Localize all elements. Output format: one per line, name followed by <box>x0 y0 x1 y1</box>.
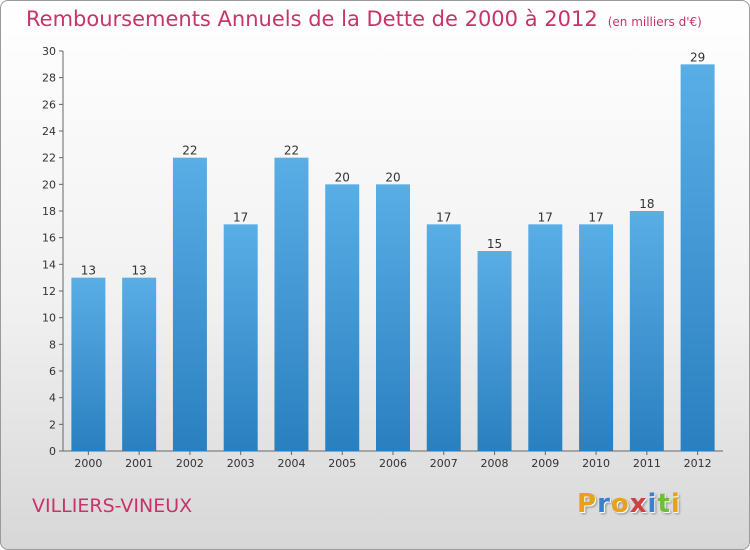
logo-letter: i <box>647 489 658 519</box>
logo-letter: t <box>657 489 671 519</box>
title-text: Remboursements Annuels de la Dette de 20… <box>26 7 598 31</box>
x-tick-label: 2005 <box>328 457 356 470</box>
bar <box>528 224 563 451</box>
data-label: 29 <box>690 50 705 64</box>
data-label: 17 <box>538 210 553 224</box>
bar <box>172 157 207 451</box>
y-tick-label: 4 <box>49 392 56 405</box>
x-tick-label: 2007 <box>430 457 458 470</box>
logo-letter: x <box>629 489 648 519</box>
bar <box>223 224 258 451</box>
y-tick-label: 28 <box>42 72 56 85</box>
y-tick-label: 26 <box>42 98 56 111</box>
data-label: 22 <box>182 144 197 158</box>
y-tick-label: 12 <box>42 285 56 298</box>
x-tick-label: 2011 <box>633 457 661 470</box>
y-tick-label: 30 <box>42 45 56 58</box>
data-label: 15 <box>487 237 502 251</box>
bar <box>71 277 106 451</box>
chart-subtitle: (en milliers d'€) <box>607 15 702 29</box>
bar <box>376 184 410 452</box>
bar <box>325 184 360 452</box>
x-tick-label: 2003 <box>227 457 255 470</box>
data-labels: 13 13 22 17 22 20 20 17 15 17 17 18 29 <box>81 50 706 277</box>
y-tick-label: 18 <box>42 205 56 218</box>
bars <box>71 64 715 452</box>
y-tick-label: 8 <box>49 338 56 351</box>
logo-letter: o <box>610 489 630 519</box>
y-tick-label: 10 <box>42 312 56 325</box>
y-tick-label: 22 <box>42 152 56 165</box>
x-tick-label: 2002 <box>176 457 204 470</box>
data-label: 17 <box>588 210 603 224</box>
data-label: 17 <box>436 210 451 224</box>
data-label: 13 <box>132 264 147 278</box>
data-label: 20 <box>335 170 350 184</box>
logo-letter: r <box>597 489 611 519</box>
x-tick-label: 2001 <box>125 457 153 470</box>
city-name: VILLIERS-VINEUX <box>32 495 193 517</box>
data-label: 13 <box>81 264 96 278</box>
x-tick-label: 2000 <box>74 457 102 470</box>
y-tick-label: 16 <box>42 232 56 245</box>
y-tick-label: 6 <box>49 365 56 378</box>
bar <box>426 224 461 451</box>
chart-title: Remboursements Annuels de la Dette de 20… <box>26 7 702 31</box>
bar <box>579 224 614 451</box>
x-tick-label: 2009 <box>531 457 559 470</box>
bar <box>629 211 664 451</box>
x-tick-label: 2004 <box>277 457 305 470</box>
x-tick-label: 2012 <box>684 457 712 470</box>
y-tick-label: 2 <box>49 418 56 431</box>
x-tick-label: 2010 <box>582 457 610 470</box>
y-tick-label: 20 <box>42 178 56 191</box>
logo-letter: i <box>670 489 681 519</box>
x-tick-label: 2006 <box>379 457 407 470</box>
y-tick-label: 24 <box>42 125 56 138</box>
logo-letter: P <box>577 489 598 519</box>
bar <box>680 64 715 452</box>
bar <box>477 251 512 451</box>
y-tick-label: 14 <box>42 258 56 271</box>
bar <box>274 157 309 451</box>
bar <box>122 277 157 451</box>
proxiti-logo[interactable]: Proxiti <box>577 489 681 519</box>
data-label: 17 <box>233 210 248 224</box>
x-tick-label: 2008 <box>481 457 509 470</box>
data-label: 18 <box>639 197 654 211</box>
data-label: 22 <box>284 144 299 158</box>
y-tick-label: 0 <box>49 445 56 458</box>
data-label: 20 <box>385 170 400 184</box>
